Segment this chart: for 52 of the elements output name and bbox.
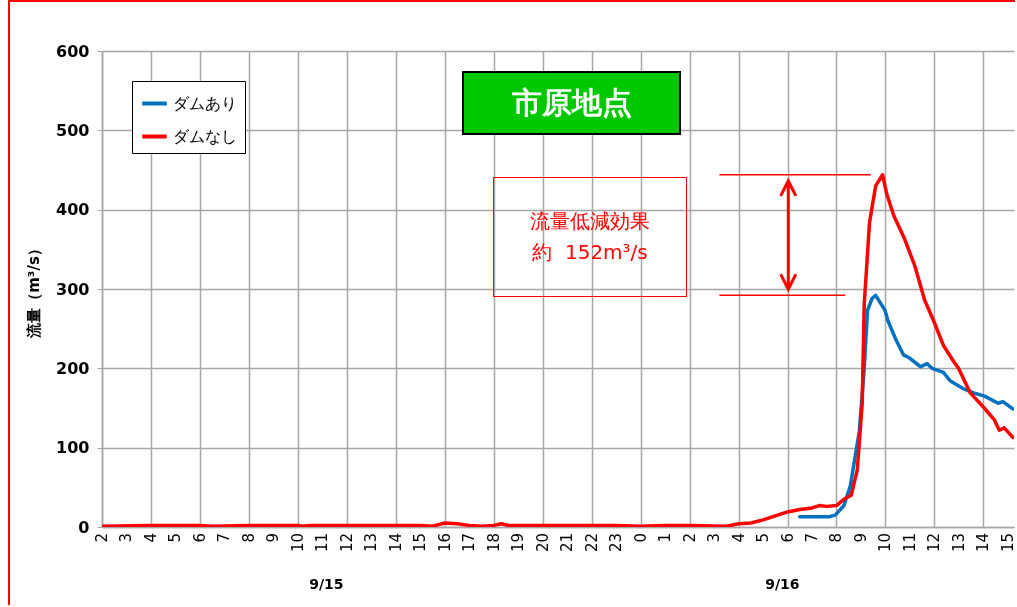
x-tick-label: 5 xyxy=(166,533,185,543)
x-tick-label: 6 xyxy=(190,533,209,543)
x-tick-label: 11 xyxy=(313,533,332,553)
x-tick-label: 16 xyxy=(435,533,454,553)
y-axis-title: 流量（m³/s） xyxy=(25,241,44,339)
x-tick-label: 4 xyxy=(729,533,748,543)
y-tick-label: 600 xyxy=(56,41,90,61)
x-tick-label: 9 xyxy=(264,533,283,543)
x-tick-label: 7 xyxy=(803,533,822,543)
y-tick-label: 300 xyxy=(56,279,90,299)
x-tick-label: 20 xyxy=(533,533,552,553)
x-tick-label: 8 xyxy=(827,533,846,543)
annotation: 流量低減効果 xyxy=(530,208,650,235)
y-tick-label: 500 xyxy=(56,120,90,140)
x-tick-label: 10 xyxy=(876,533,895,553)
x-tick-label: 23 xyxy=(607,533,626,553)
x-tick-label: 11 xyxy=(900,533,919,553)
legend-label: ダムあり xyxy=(173,93,237,113)
annotation: 約 152m³/s xyxy=(532,239,648,266)
x-tick-label: 15 xyxy=(998,533,1017,553)
legend-label: ダムなし xyxy=(173,126,237,146)
x-tick-label: 13 xyxy=(362,533,381,553)
x-tick-label: 12 xyxy=(925,533,944,553)
x-tick-label: 9 xyxy=(851,533,870,543)
x-tick-label: 3 xyxy=(705,533,724,543)
x-tick-label: 7 xyxy=(215,533,234,543)
x-tick-label: 17 xyxy=(460,533,479,553)
y-tick-label: 400 xyxy=(56,200,90,220)
text: 9/15 xyxy=(308,576,345,592)
y-tick-label: 100 xyxy=(56,438,90,458)
y-tick-label: 200 xyxy=(56,358,90,378)
x-tick-label: 13 xyxy=(949,533,968,553)
x-tick-label: 22 xyxy=(582,533,601,553)
note-box: 流量低減効果 約 152m³/s xyxy=(493,177,687,297)
x-tick-label: 2 xyxy=(93,533,111,543)
x-tick-label: 18 xyxy=(484,533,503,553)
x-tick-label: 1 xyxy=(656,533,675,543)
x-tick-label: 14 xyxy=(386,533,405,553)
x-tick-label: 2 xyxy=(680,533,699,543)
x-tick-label: 21 xyxy=(558,533,577,553)
x-tick-label: 12 xyxy=(337,533,356,553)
x-tick-label: 5 xyxy=(754,533,773,543)
x-tick-label: 3 xyxy=(117,533,136,543)
x-tick-label: 19 xyxy=(509,533,528,553)
x-tick-label: 6 xyxy=(778,533,797,543)
x-tick-label: 10 xyxy=(288,533,307,553)
x-tick-label: 8 xyxy=(239,533,258,543)
x-tick-label: 0 xyxy=(631,533,650,543)
x-tick-label: 14 xyxy=(974,533,993,553)
x-tick-label: 4 xyxy=(141,533,160,543)
text: 9/16 xyxy=(764,576,801,592)
x-tick-label: 15 xyxy=(411,533,430,553)
